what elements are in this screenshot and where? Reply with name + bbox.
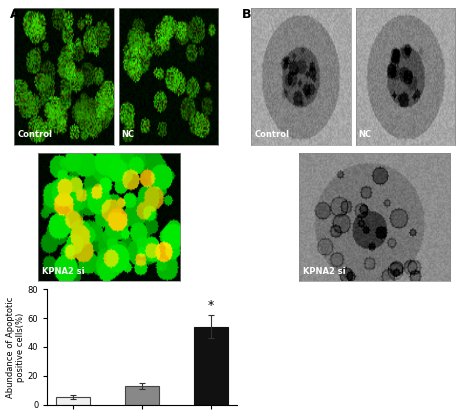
Text: KPNA2 si: KPNA2 si — [303, 267, 346, 276]
Text: KPNA2 si: KPNA2 si — [42, 267, 85, 276]
Bar — [194, 327, 228, 405]
Text: B: B — [242, 8, 251, 21]
Text: Control: Control — [254, 130, 289, 139]
Bar — [56, 397, 91, 405]
Text: NC: NC — [358, 130, 372, 139]
Text: A: A — [9, 8, 19, 21]
Text: *: * — [208, 299, 214, 312]
Bar — [125, 386, 159, 405]
Y-axis label: Abundance of Apoptotic
positive cells(%): Abundance of Apoptotic positive cells(%) — [6, 296, 25, 398]
Text: Control: Control — [17, 130, 52, 139]
Text: NC: NC — [121, 130, 135, 139]
